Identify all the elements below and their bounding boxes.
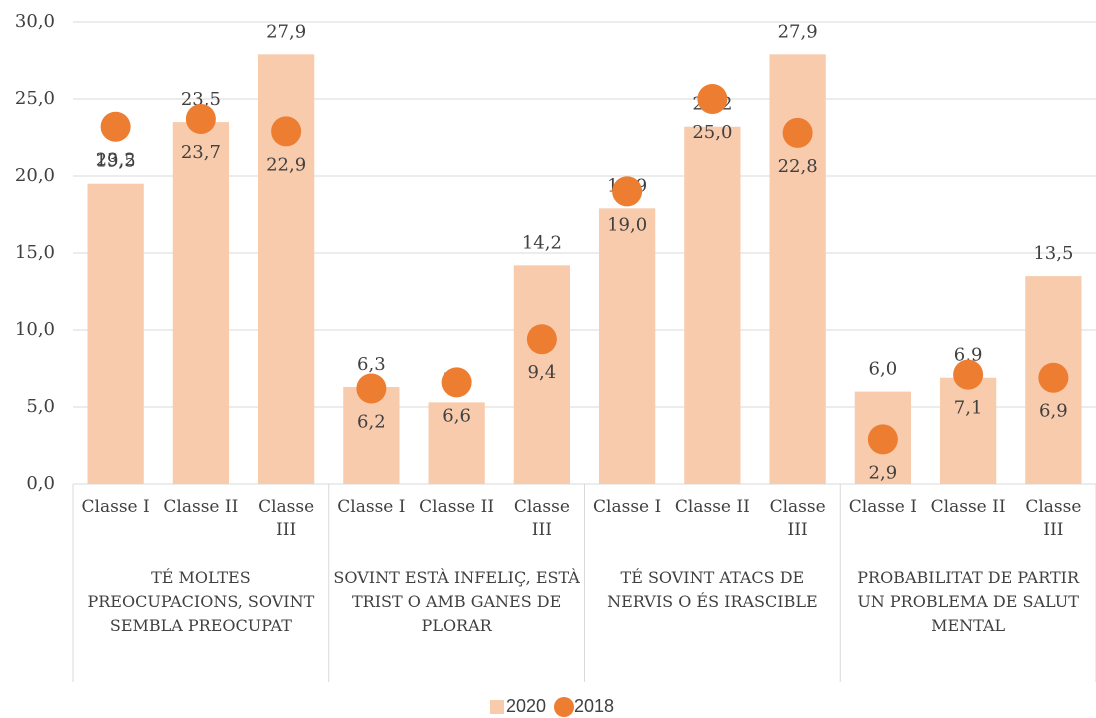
bar-value-label: 6,0 xyxy=(869,359,898,380)
bar xyxy=(87,183,144,484)
dot-value-label: 19,0 xyxy=(607,214,647,235)
x-tick-label: Classe I xyxy=(848,497,917,517)
dot xyxy=(271,116,302,147)
dot-value-label: 25,0 xyxy=(692,122,732,143)
dot-value-label: 22,9 xyxy=(266,154,306,175)
dot-value-label: 23,2 xyxy=(96,150,136,171)
dot xyxy=(356,373,387,404)
x-tick-label: Classe I xyxy=(337,497,406,517)
x-tick-label: Classe I xyxy=(593,497,662,517)
group-label: TÉ SOVINT ATACS DE NERVIS O ÉS IRASCIBLE xyxy=(607,568,818,611)
x-tick-label: Classe I xyxy=(81,497,150,517)
bar-value-label: 27,9 xyxy=(778,21,818,42)
dot-value-label: 9,4 xyxy=(528,362,557,383)
bar xyxy=(684,126,741,484)
y-tick-label: 30,0 xyxy=(15,11,55,32)
x-tick-label: Classe II xyxy=(163,497,239,517)
legend-label: 2020 xyxy=(506,696,546,716)
dot xyxy=(1038,362,1069,393)
dot xyxy=(953,359,984,390)
legend-swatch xyxy=(554,697,574,717)
dot xyxy=(526,324,557,355)
dot xyxy=(782,117,813,148)
y-tick-label: 5,0 xyxy=(26,396,55,417)
bar-value-label: 6,3 xyxy=(357,354,386,375)
group-label: SOVINT ESTÀ INFELIÇ, ESTÀ TRIST O AMB GA… xyxy=(333,568,580,635)
dot-value-label: 6,9 xyxy=(1039,401,1068,422)
y-tick-label: 10,0 xyxy=(15,319,55,340)
x-tick-label: Classe III xyxy=(513,497,570,540)
bar xyxy=(939,377,997,484)
bar xyxy=(513,265,571,484)
group-label: PROBABILITAT DE PARTIR UN PROBLEMA DE SA… xyxy=(857,568,1079,635)
bar-value-label: 13,5 xyxy=(1033,243,1073,264)
dot xyxy=(612,176,643,207)
dot-value-label: 7,1 xyxy=(954,398,983,419)
y-tick-label: 25,0 xyxy=(15,88,55,109)
y-tick-label: 15,0 xyxy=(15,242,55,263)
bar-value-label: 14,2 xyxy=(522,232,562,253)
dot xyxy=(100,111,131,142)
dot-value-label: 22,8 xyxy=(778,156,818,177)
legend-swatch xyxy=(490,700,504,714)
x-tick-label: Classe III xyxy=(1025,497,1082,540)
dot-value-label: 6,2 xyxy=(357,412,386,433)
dot-value-label: 23,7 xyxy=(181,142,221,163)
y-tick-label: 20,0 xyxy=(15,165,55,186)
group-label: TÉ MOLTES PREOCUPACIONS, SOVINT SEMBLA P… xyxy=(87,568,315,635)
x-tick-label: Classe II xyxy=(930,497,1006,517)
bar xyxy=(428,402,485,484)
x-tick-label: Classe III xyxy=(258,497,315,540)
bar-value-label: 6,9 xyxy=(954,345,983,366)
bar xyxy=(598,208,656,484)
dot xyxy=(697,84,728,114)
bar-value-label: 19,5 xyxy=(96,151,136,172)
dot xyxy=(185,104,216,135)
x-tick-label: Classe III xyxy=(769,497,826,540)
legend-label: 2018 xyxy=(574,696,614,716)
bar-value-label: 23,5 xyxy=(181,89,221,110)
y-tick-label: 0,0 xyxy=(26,473,55,494)
dot-value-label: 6,6 xyxy=(442,405,471,426)
bar-value-label: 27,9 xyxy=(266,21,306,42)
dot xyxy=(441,367,472,398)
x-tick-label: Classe II xyxy=(419,497,495,517)
dot xyxy=(867,424,898,455)
bar xyxy=(172,122,230,484)
dot-value-label: 2,9 xyxy=(869,462,898,483)
x-tick-label: Classe II xyxy=(674,497,750,517)
